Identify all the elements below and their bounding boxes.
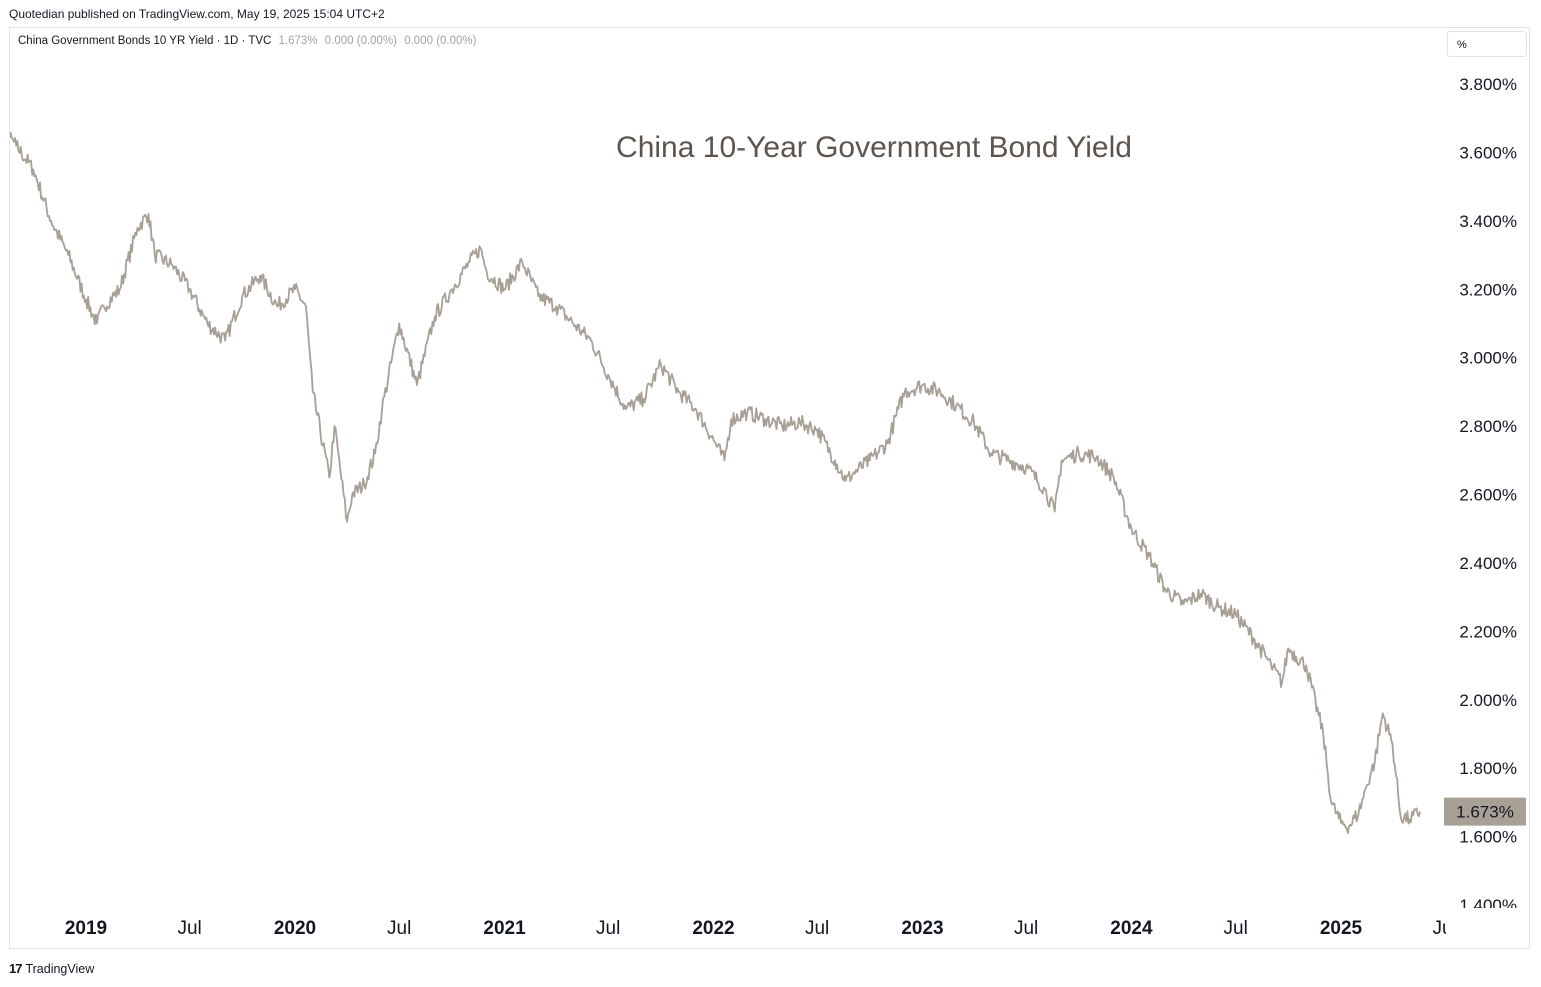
y-tick-label: 2.800%: [1459, 417, 1517, 436]
y-tick-label: 3.800%: [1459, 75, 1517, 94]
last-value: 1.673%: [278, 35, 318, 47]
published-by-line: Quotedian published on TradingView.com, …: [9, 7, 385, 21]
last-price-text: 1.673%: [1456, 803, 1514, 822]
x-tick-label: Jul: [177, 918, 201, 939]
y-tick-label: 1.600%: [1459, 828, 1517, 847]
x-tick-label: 2025: [1320, 918, 1363, 939]
x-tick-label: Jul: [596, 918, 620, 939]
chart-title: China 10-Year Government Bond Yield: [616, 131, 1132, 164]
chart-legend: China Government Bonds 10 YR Yield · 1D …: [18, 35, 476, 47]
symbol-label[interactable]: China Government Bonds 10 YR Yield · 1D …: [18, 35, 272, 47]
y-tick-label: 3.200%: [1459, 280, 1517, 299]
x-tick-label: 2020: [274, 918, 316, 939]
x-tick-label: Jul: [1224, 918, 1248, 939]
y-tick-label: 2.400%: [1459, 554, 1517, 573]
x-axis[interactable]: 2019 Jul 2020 Jul 2021 Jul 2022 Jul 2023 Jul 2024 J…: [65, 918, 1457, 939]
y-tick-label: 2.000%: [1459, 691, 1517, 710]
y-tick-label: 1.800%: [1459, 759, 1517, 778]
x-tick-label: Jul: [805, 918, 829, 939]
change-value-2: 0.000 (0.00%): [404, 35, 477, 47]
x-tick-label: 2022: [692, 918, 734, 939]
tradingview-logo-icon: 17: [9, 961, 23, 976]
x-tick-label: Jul: [1432, 918, 1456, 939]
chart-frame: [9, 27, 1530, 949]
footer-brand-label: TradingView: [25, 961, 95, 976]
x-tick-label: 2019: [65, 918, 107, 939]
last-price-label: 1.673%: [1444, 797, 1526, 826]
y-tick-label: 2.200%: [1459, 622, 1517, 641]
y-tick-label: 3.400%: [1459, 212, 1517, 231]
x-tick-label: 2024: [1110, 918, 1153, 939]
x-tick-label: 2023: [901, 918, 943, 939]
y-axis[interactable]: 3.800% 3.600% 3.400% 3.200% 3.000% 2.800% 2.60…: [1459, 75, 1517, 915]
y-tick-label: 3.000%: [1459, 349, 1517, 368]
x-tick-label: Jul: [1014, 918, 1038, 939]
y-tick-label: 1.400%: [1459, 896, 1517, 915]
last-price-label-bg: [1444, 797, 1526, 826]
footer-brand: 17 TradingView: [9, 961, 94, 976]
change-value: 0.000 (0.00%): [324, 35, 398, 47]
scale-unit-button[interactable]: %: [1447, 31, 1527, 57]
y-tick-label: 3.600%: [1459, 143, 1517, 162]
y-tick-label: 2.600%: [1459, 486, 1517, 505]
x-tick-label: Jul: [387, 918, 411, 939]
series-line: [10, 131, 1421, 834]
x-tick-label: 2021: [483, 918, 526, 939]
